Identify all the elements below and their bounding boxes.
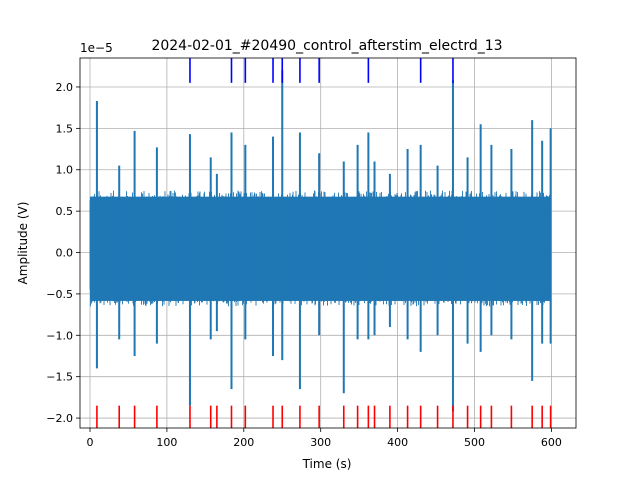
y-tick-label: 1.5 xyxy=(56,122,74,135)
x-tick-label: 200 xyxy=(233,436,254,449)
y-tick-label: −1.5 xyxy=(46,371,73,384)
y-tick-label: 0.0 xyxy=(56,247,74,260)
x-tick-label: 600 xyxy=(541,436,562,449)
x-tick-label: 0 xyxy=(86,436,93,449)
x-axis: 0 100 200 300 400 500 600 xyxy=(86,428,562,449)
event-markers xyxy=(96,58,552,428)
x-tick-label: 100 xyxy=(156,436,177,449)
y-tick-label: 2.0 xyxy=(56,81,74,94)
plot-frame xyxy=(79,57,577,429)
y-offset-label: 1e−5 xyxy=(80,41,113,55)
x-axis-label: Time (s) xyxy=(302,457,352,471)
y-axis-label: Amplitude (V) xyxy=(16,202,30,285)
signal-layer xyxy=(89,70,552,412)
x-tick-label: 500 xyxy=(464,436,485,449)
y-tick-label: −2.0 xyxy=(46,412,73,425)
chart-title: 2024-02-01_#20490_control_afterstim_elec… xyxy=(151,38,502,54)
y-axis: −2.0 −1.5 −1.0 −0.5 0.0 0.5 1.0 1.5 2.0 xyxy=(46,81,80,425)
y-tick-label: −0.5 xyxy=(46,288,73,301)
y-tick-label: 0.5 xyxy=(56,205,74,218)
y-tick-label: 1.0 xyxy=(56,164,74,177)
y-tick-label: −1.0 xyxy=(46,329,73,342)
x-tick-label: 400 xyxy=(387,436,408,449)
signal-core-band xyxy=(89,196,552,301)
x-tick-label: 300 xyxy=(310,436,331,449)
